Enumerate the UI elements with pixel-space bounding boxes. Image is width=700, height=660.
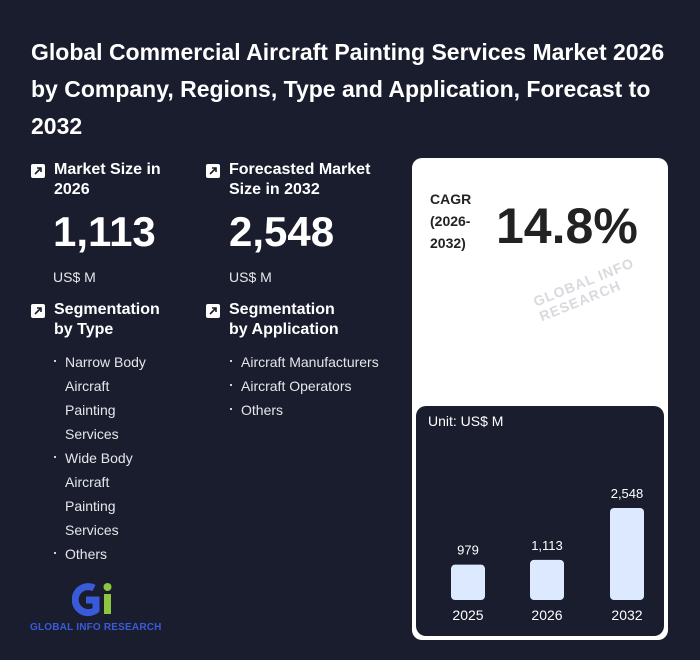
market-size-label: Market Size in 2026 (54, 161, 161, 198)
page-title: Global Commercial Aircraft Painting Serv… (31, 39, 665, 139)
list-item: Aircraft Manufacturers (229, 350, 406, 374)
x-tick-label: 2032 (611, 607, 642, 623)
segmentation-application-block: Segmentation by Application Aircraft Man… (206, 300, 406, 422)
list-item: Others (53, 542, 153, 566)
gi-logo-icon (72, 583, 112, 617)
arrow-up-right-icon (206, 304, 220, 318)
cagr-value: 14.8% (496, 198, 638, 254)
bar-value-label: 979 (457, 543, 479, 558)
list-item: Narrow Body Aircraft Painting Services (53, 350, 153, 446)
bar-value-label: 1,113 (531, 538, 563, 553)
bar-2026 (530, 559, 564, 600)
bar-2032 (610, 508, 644, 600)
segmentation-type-list: Narrow Body Aircraft Painting Services W… (53, 350, 153, 566)
market-size-unit: US$ M (53, 269, 96, 285)
bar-chart-svg: 979 2025 1,113 2026 2,548 2032 (451, 486, 644, 623)
forecast-unit: US$ M (229, 269, 272, 285)
logo-text: GLOBAL INFO RESEARCH (30, 622, 162, 633)
segmentation-type-block: Segmentation by Type Narrow Body Aircraf… (31, 300, 191, 566)
forecast-label: Forecasted Market Size in 2032 (229, 161, 371, 198)
forecast-value: 2,548 (229, 208, 335, 255)
arrow-up-right-icon (206, 164, 220, 178)
bar-chart: Unit: US$ M 979 2025 1,113 2026 2,548 2032 (416, 406, 664, 636)
company-logo: GLOBAL INFO RESEARCH (30, 580, 175, 636)
arrow-up-right-icon (31, 164, 45, 178)
segmentation-application-list: Aircraft Manufacturers Aircraft Operator… (229, 350, 406, 422)
arrow-up-right-icon (31, 304, 45, 318)
cagr-card: GLOBAL INFO RESEARCH CAGR (2026-2032) 14… (412, 158, 668, 640)
x-tick-label: 2025 (452, 607, 483, 623)
list-item: Aircraft Operators (229, 374, 406, 398)
segmentation-type-label: Segmentation by Type (54, 301, 160, 338)
list-item: Others (229, 398, 406, 422)
bar-2025 (451, 564, 485, 600)
bar-value-label: 2,548 (611, 486, 644, 501)
list-item: Wide Body Aircraft Painting Services (53, 446, 153, 542)
cagr-label: CAGR (2026-2032) (430, 191, 472, 251)
chart-unit-label: Unit: US$ M (428, 413, 504, 429)
forecast-block: Forecasted Market Size in 2032 2,548 US$… (206, 160, 396, 286)
segmentation-application-label: Segmentation by Application (229, 301, 339, 338)
market-size-value: 1,113 (53, 208, 156, 255)
market-size-block: Market Size in 2026 1,113 US$ M (31, 160, 191, 286)
x-tick-label: 2026 (531, 607, 562, 623)
